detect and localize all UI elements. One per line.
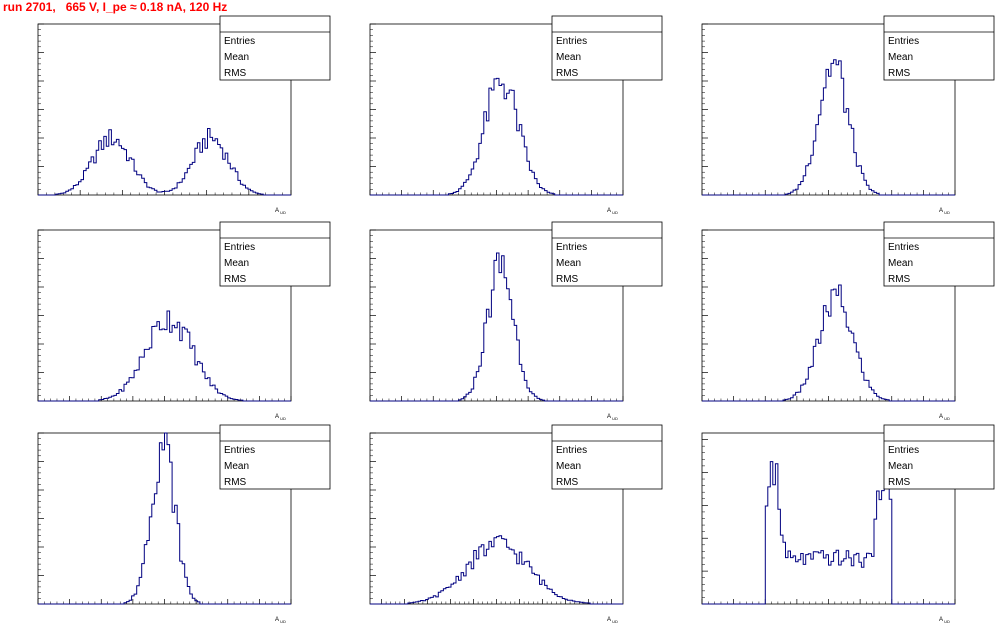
stats-label: Mean xyxy=(224,258,249,269)
x-axis-title: A UD xyxy=(275,617,286,624)
x-axis-title: A UD xyxy=(607,617,618,624)
stats-label: Entries xyxy=(888,445,919,456)
stats-label: RMS xyxy=(556,274,579,285)
histogram-bars xyxy=(702,59,955,196)
histogram-panel-h_asym140: A UD Entries Mean RMS xyxy=(701,15,995,215)
x-axis-title: A UD xyxy=(607,208,618,215)
stats-label: Entries xyxy=(556,36,587,47)
stats-label: Mean xyxy=(556,258,581,269)
histogram-bars xyxy=(38,128,291,196)
histogram-bars xyxy=(702,461,955,605)
histogram-panel-h_asym142: A UD Entries Mean RMS xyxy=(369,221,663,421)
histogram-bars xyxy=(370,77,623,196)
x-axis-title: A UD xyxy=(939,617,950,624)
histogram-panel-h_asym136: A UD Entries Mean RMS xyxy=(37,424,331,624)
stats-label: RMS xyxy=(556,68,579,79)
stats-label: RMS xyxy=(224,477,247,488)
histogram-bars xyxy=(38,432,291,605)
x-axis-title: A UD xyxy=(275,208,286,215)
stats-label: RMS xyxy=(556,477,579,488)
histogram-panel-h_asym143: A UD Entries Mean RMS xyxy=(701,221,995,421)
stats-label: RMS xyxy=(224,68,247,79)
stats-label: Mean xyxy=(556,461,581,472)
histogram-bars xyxy=(38,310,291,402)
stats-label: Entries xyxy=(888,36,919,47)
stats-box xyxy=(883,424,995,490)
stats-box xyxy=(883,15,995,81)
histogram-panel-h_asym138: A UD Entries Mean RMS xyxy=(37,15,331,215)
stats-label: Entries xyxy=(224,242,255,253)
histogram-panel-hPed_asym: A UD Entries Mean RMS xyxy=(701,424,995,624)
stats-box xyxy=(219,221,331,287)
x-axis-title: A UD xyxy=(939,414,950,421)
stats-box xyxy=(883,221,995,287)
histogram-bars xyxy=(370,252,623,402)
stats-label: RMS xyxy=(888,68,911,79)
stats-label: Mean xyxy=(888,461,913,472)
stats-label: Mean xyxy=(224,461,249,472)
stats-label: RMS xyxy=(224,274,247,285)
histogram-panel-h_asym141: A UD Entries Mean RMS xyxy=(37,221,331,421)
histogram-bars xyxy=(370,535,623,605)
histogram-bars xyxy=(702,284,955,402)
stats-label: Entries xyxy=(556,242,587,253)
stats-label: Entries xyxy=(888,242,919,253)
stats-label: Mean xyxy=(888,258,913,269)
x-axis-title: A UD xyxy=(275,414,286,421)
stats-label: Mean xyxy=(556,52,581,63)
x-axis-title: A UD xyxy=(939,208,950,215)
stats-label: RMS xyxy=(888,477,911,488)
stats-box xyxy=(551,221,663,287)
stats-box xyxy=(551,15,663,81)
histogram-panel-h_asym137: A UD Entries Mean RMS xyxy=(369,424,663,624)
stats-label: Mean xyxy=(888,52,913,63)
stats-box xyxy=(219,424,331,490)
run-title: run 2701, 665 V, I_pe ≈ 0.18 nA, 120 Hz xyxy=(3,0,228,14)
stats-label: Entries xyxy=(556,445,587,456)
stats-label: Entries xyxy=(224,36,255,47)
stats-box xyxy=(219,15,331,81)
stats-label: Mean xyxy=(224,52,249,63)
histogram-panel-h_asym139: A UD Entries Mean RMS xyxy=(369,15,663,215)
stats-label: Entries xyxy=(224,445,255,456)
stats-box xyxy=(551,424,663,490)
stats-label: RMS xyxy=(888,274,911,285)
x-axis-title: A UD xyxy=(607,414,618,421)
